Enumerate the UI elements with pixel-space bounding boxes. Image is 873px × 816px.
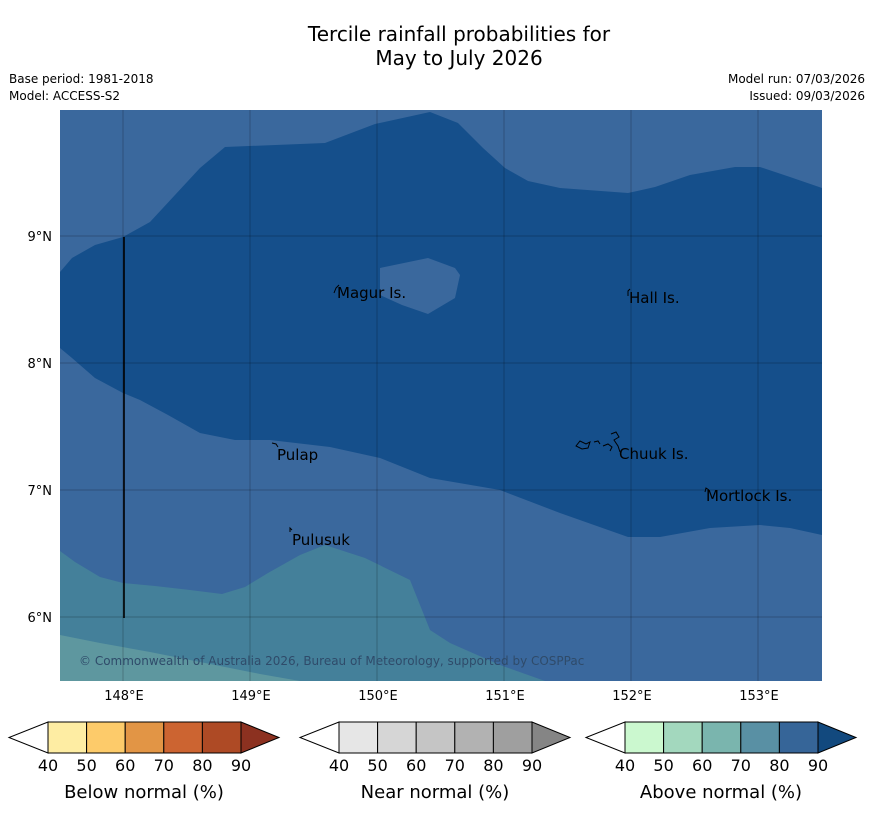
cb-near-tick-60: 60: [406, 756, 426, 775]
cb-above-upper-triangle: [817, 721, 858, 754]
cb-near-tick-80: 80: [483, 756, 503, 775]
cb-below-tick-80: 80: [192, 756, 212, 775]
cb-above-seg-80-90: [778, 721, 819, 754]
cb-near-upper-triangle: [531, 721, 572, 754]
cb-above-tick-90: 90: [808, 756, 828, 775]
label-hall: Hall Is.: [629, 289, 680, 307]
cb-above-tick-50: 50: [653, 756, 673, 775]
lat-label-7: 7°N: [28, 484, 53, 499]
cb-below-seg-80-90: [201, 721, 242, 754]
lat-label-8: 8°N: [28, 357, 53, 372]
cb-above-seg-60-70: [701, 721, 742, 754]
island-pulap: [271, 442, 279, 448]
lon-label-148: 148°E: [104, 689, 144, 704]
cb-below-tick-60: 60: [115, 756, 135, 775]
cb-above-seg-50-60: [663, 721, 703, 754]
cb-above-tick-80: 80: [769, 756, 789, 775]
lon-label-150: 150°E: [358, 689, 398, 704]
fill-above-90: [60, 112, 822, 537]
gridlines: [60, 110, 822, 681]
island-shapes: [271, 284, 710, 532]
cb-near-tick-70: 70: [445, 756, 465, 775]
island-magur: [333, 284, 340, 294]
colorbar-above-normal: 40 50 60 70 80 90 Above normal (%): [584, 721, 858, 803]
island-chuuk-4: [610, 431, 621, 453]
cb-near-title: Near normal (%): [361, 782, 510, 803]
cb-near-seg-50-60: [377, 721, 417, 754]
lat-ticks: 9°N 8°N 7°N 6°N: [28, 230, 53, 626]
colorbar-below-normal: 40 50 60 70 80 90 Below normal (%): [7, 721, 281, 803]
title-line-1: Tercile rainfall probabilities for: [307, 22, 611, 46]
label-magur: Magur Is.: [337, 284, 406, 302]
cb-near-seg-40-50: [338, 721, 379, 754]
label-mortlock: Mortlock Is.: [706, 487, 792, 505]
fill-above-60: [60, 635, 300, 681]
cb-near-seg-70-80: [454, 721, 494, 754]
cb-above-tick-70: 70: [731, 756, 751, 775]
label-chuuk: Chuuk Is.: [619, 445, 688, 463]
cb-near-tick-40: 40: [329, 756, 349, 775]
cb-above-tick-40: 40: [615, 756, 635, 775]
colorbar-near-normal: 40 50 60 70 80 90 Near normal (%): [298, 721, 572, 803]
map-panel: Magur Is. Hall Is. Pulap Chuuk Is. Mortl…: [60, 110, 822, 681]
island-mortlock: [704, 487, 710, 493]
lon-label-152: 152°E: [612, 689, 652, 704]
cb-below-seg-60-70: [124, 721, 165, 754]
lon-label-149: 149°E: [231, 689, 271, 704]
cb-above-lower-triangle: [584, 721, 626, 754]
lat-label-9: 9°N: [28, 230, 53, 245]
cb-below-lower-triangle: [7, 721, 49, 754]
issued-text: Issued: 09/03/2026: [749, 89, 865, 103]
cb-below-seg-40-50: [47, 721, 88, 754]
cb-below-tick-40: 40: [38, 756, 58, 775]
model-run-text: Model run: 07/03/2026: [727, 72, 865, 86]
fill-above-80-patch: [380, 258, 460, 314]
cb-below-seg-50-60: [86, 721, 126, 754]
meta-right: Model run: 07/03/2026 Issued: 09/03/2026: [728, 71, 865, 105]
cb-below-seg-70-80: [163, 721, 203, 754]
place-labels: Magur Is. Hall Is. Pulap Chuuk Is. Mortl…: [277, 284, 792, 549]
lat-label-6: 6°N: [28, 611, 53, 626]
cb-near-tick-50: 50: [367, 756, 387, 775]
island-chuuk-2: [593, 440, 601, 445]
cb-near-seg-60-70: [415, 721, 456, 754]
cb-above-seg-70-80: [740, 721, 780, 754]
copyright-text: © Commonwealth of Australia 2026, Bureau…: [79, 654, 584, 668]
cb-above-tick-60: 60: [692, 756, 712, 775]
label-pulusuk: Pulusuk: [292, 531, 350, 549]
cb-near-lower-triangle: [298, 721, 340, 754]
cb-near-tick-90: 90: [522, 756, 542, 775]
island-chuuk-1: [575, 440, 591, 450]
chart-title: Tercile rainfall probabilities for May t…: [0, 22, 873, 70]
lon-label-153: 153°E: [739, 689, 779, 704]
cb-above-seg-40-50: [624, 721, 665, 754]
model-text: Model: ACCESS-S2: [9, 89, 121, 103]
meta-left: Base period: 1981-2018 Model: ACCESS-S2: [9, 71, 154, 105]
title-line-2: May to July 2026: [375, 46, 543, 70]
island-hall: [627, 288, 631, 296]
fill-above-70: [60, 545, 545, 681]
cb-below-tick-70: 70: [154, 756, 174, 775]
lon-label-151: 151°E: [485, 689, 525, 704]
cb-near-seg-80-90: [492, 721, 533, 754]
lon-ticks: 148°E 149°E 150°E 151°E 152°E 153°E: [104, 689, 779, 704]
cb-below-title: Below normal (%): [64, 782, 224, 803]
label-pulap: Pulap: [277, 446, 318, 464]
cb-above-title: Above normal (%): [640, 782, 802, 803]
island-pulusuk: [289, 526, 293, 532]
cb-below-tick-90: 90: [231, 756, 251, 775]
island-chuuk-3: [602, 443, 613, 452]
cb-below-tick-50: 50: [76, 756, 96, 775]
cb-below-upper-triangle: [240, 721, 281, 754]
base-period-text: Base period: 1981-2018: [9, 72, 154, 86]
